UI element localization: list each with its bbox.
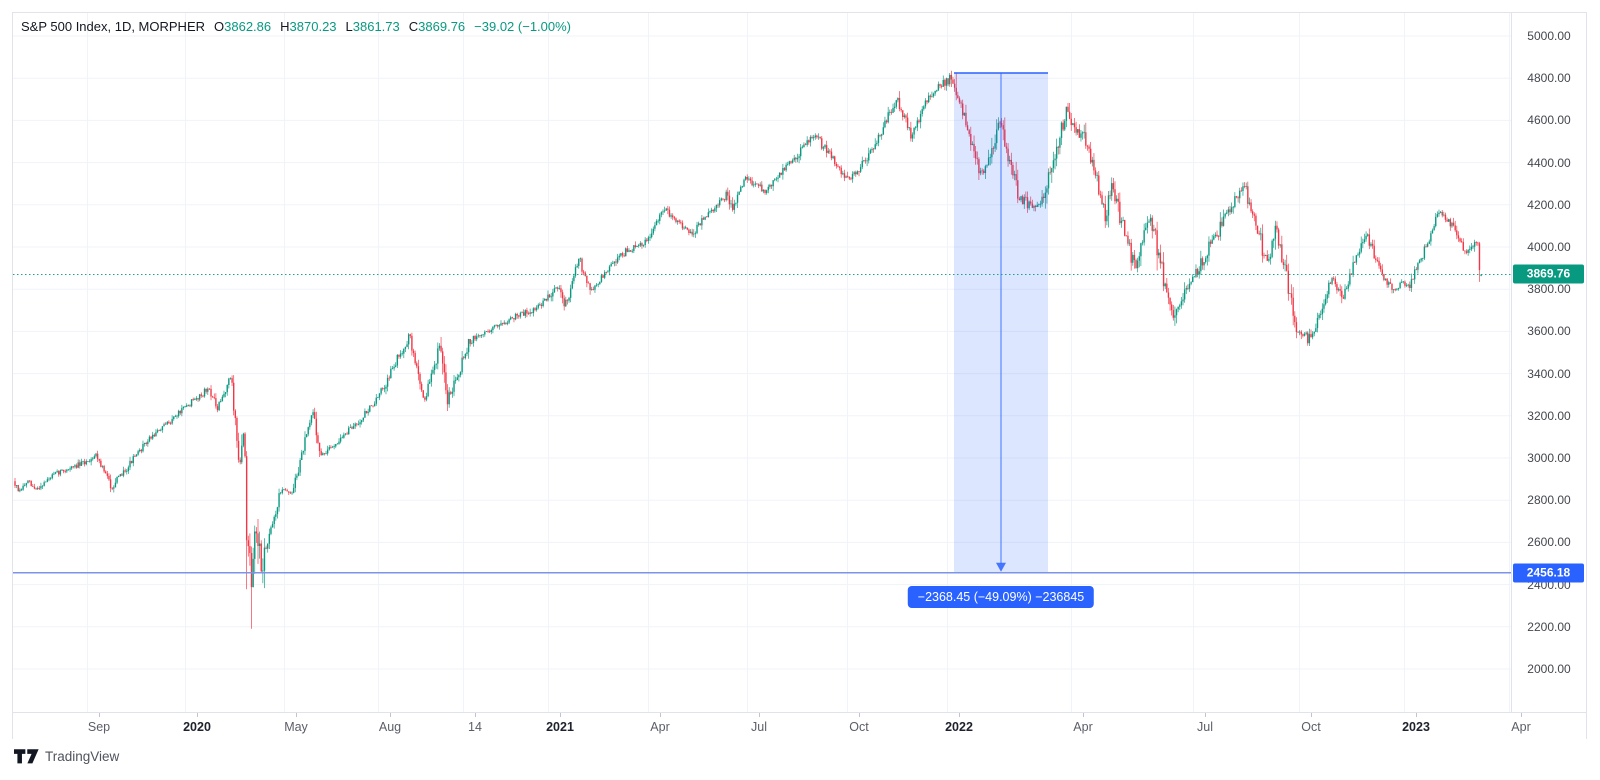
tradingview-mark-icon xyxy=(14,749,39,764)
price-axis-label: 5000.00 xyxy=(1527,29,1571,43)
symbol-title: S&P 500 Index, 1D, MORPHER xyxy=(21,19,206,34)
time-axis-label: Oct xyxy=(1301,720,1321,734)
time-axis-tick xyxy=(1521,713,1522,717)
time-axis-tick xyxy=(1083,713,1084,717)
high-value: 3870.23 xyxy=(289,19,337,34)
tradingview-logo[interactable]: TradingView xyxy=(14,749,119,764)
gridlines xyxy=(13,13,1511,712)
measure-band[interactable] xyxy=(954,72,1048,573)
alert-price-badge: 2456.18 xyxy=(1513,563,1584,583)
price-axis-label: 2600.00 xyxy=(1527,535,1571,550)
time-axis-label: Jul xyxy=(751,720,767,734)
time-axis-tick xyxy=(296,713,297,717)
axis-separator-vertical xyxy=(1511,13,1512,740)
time-axis-tick xyxy=(1205,713,1206,717)
price-axis-label: 4000.00 xyxy=(1527,240,1571,254)
time-axis-label: Sep xyxy=(87,720,111,734)
price-axis-label: 2200.00 xyxy=(1527,619,1571,634)
price-axis-label: 2000.00 xyxy=(1527,662,1571,676)
low-value: 3861.73 xyxy=(352,19,400,34)
open-value: 3862.86 xyxy=(224,19,272,34)
price-axis-label: 4200.00 xyxy=(1527,197,1571,212)
time-axis-tick xyxy=(390,713,391,717)
tradingview-label: TradingView xyxy=(45,749,120,764)
time-axis-tick xyxy=(859,713,860,717)
time-axis-label: Apr xyxy=(1511,720,1531,734)
open-label: O xyxy=(214,19,225,34)
close-label: C xyxy=(408,19,419,34)
price-axis-label: 3400.00 xyxy=(1527,366,1571,381)
time-axis-tick xyxy=(99,713,100,717)
time-axis-label: May xyxy=(284,720,308,734)
time-axis-label: Oct xyxy=(849,720,869,734)
high-label: H xyxy=(280,19,290,34)
time-axis-label: 2023 xyxy=(1402,720,1430,734)
time-axis-label: 2022 xyxy=(945,720,973,734)
time-axis-tick xyxy=(475,713,476,717)
low-label: L xyxy=(345,19,353,34)
candlestick-chart[interactable] xyxy=(13,13,1511,712)
time-axis-tick xyxy=(560,713,561,717)
price-axis-label: 3200.00 xyxy=(1527,408,1571,423)
time-axis-tick xyxy=(660,713,661,717)
chart-widget: S&P 500 Index, 1D, MORPHER O3862.86 H3870.… xyxy=(12,12,1587,740)
price-axis-label: 3000.00 xyxy=(1527,451,1571,465)
time-axis-tick xyxy=(759,713,760,717)
time-axis-label: Aug xyxy=(378,720,402,734)
price-axis-label: 2800.00 xyxy=(1527,493,1571,508)
change-value: −39.02 (−1.00%) xyxy=(474,19,572,34)
time-axis-tick xyxy=(1416,713,1417,717)
last-price-badge: 3869.76 xyxy=(1513,264,1584,284)
time-axis-tick xyxy=(959,713,960,717)
close-value: 3869.76 xyxy=(418,19,466,34)
time-axis-label: Apr xyxy=(650,720,670,734)
time-axis[interactable]: Sep 2020 May Aug 14 2021 Apr Jul Oct 2022 Apr Jul Oc… xyxy=(13,713,1586,740)
time-axis-label: Apr xyxy=(1073,720,1093,734)
chart-pane[interactable]: S&P 500 Index, 1D, MORPHER O3862.86 H3870.… xyxy=(13,13,1511,712)
time-axis-tick xyxy=(197,713,198,717)
price-axis-label: 4600.00 xyxy=(1527,113,1571,128)
price-axis-label: 3600.00 xyxy=(1527,324,1571,339)
time-axis-label: Jul xyxy=(1197,720,1213,734)
time-axis-label: 2021 xyxy=(546,720,574,734)
time-axis-label: 14 xyxy=(468,720,482,734)
price-axis-label: 3800.00 xyxy=(1527,282,1571,297)
legend: S&P 500 Index, 1D, MORPHER O3862.86 H3870.… xyxy=(21,19,571,34)
time-axis-label: 2020 xyxy=(183,720,211,734)
candles xyxy=(14,70,1482,629)
measure-tooltip: −2368.45 (−49.09%) −236845 xyxy=(907,585,1095,608)
price-axis[interactable]: 5000.00 4800.00 4600.00 4400.00 4200.00 4000.… xyxy=(1512,13,1586,712)
price-axis-label: 4800.00 xyxy=(1527,71,1571,86)
time-axis-tick xyxy=(1311,713,1312,717)
price-axis-label: 4400.00 xyxy=(1527,155,1571,170)
axis-separator-horizontal xyxy=(13,712,1586,713)
